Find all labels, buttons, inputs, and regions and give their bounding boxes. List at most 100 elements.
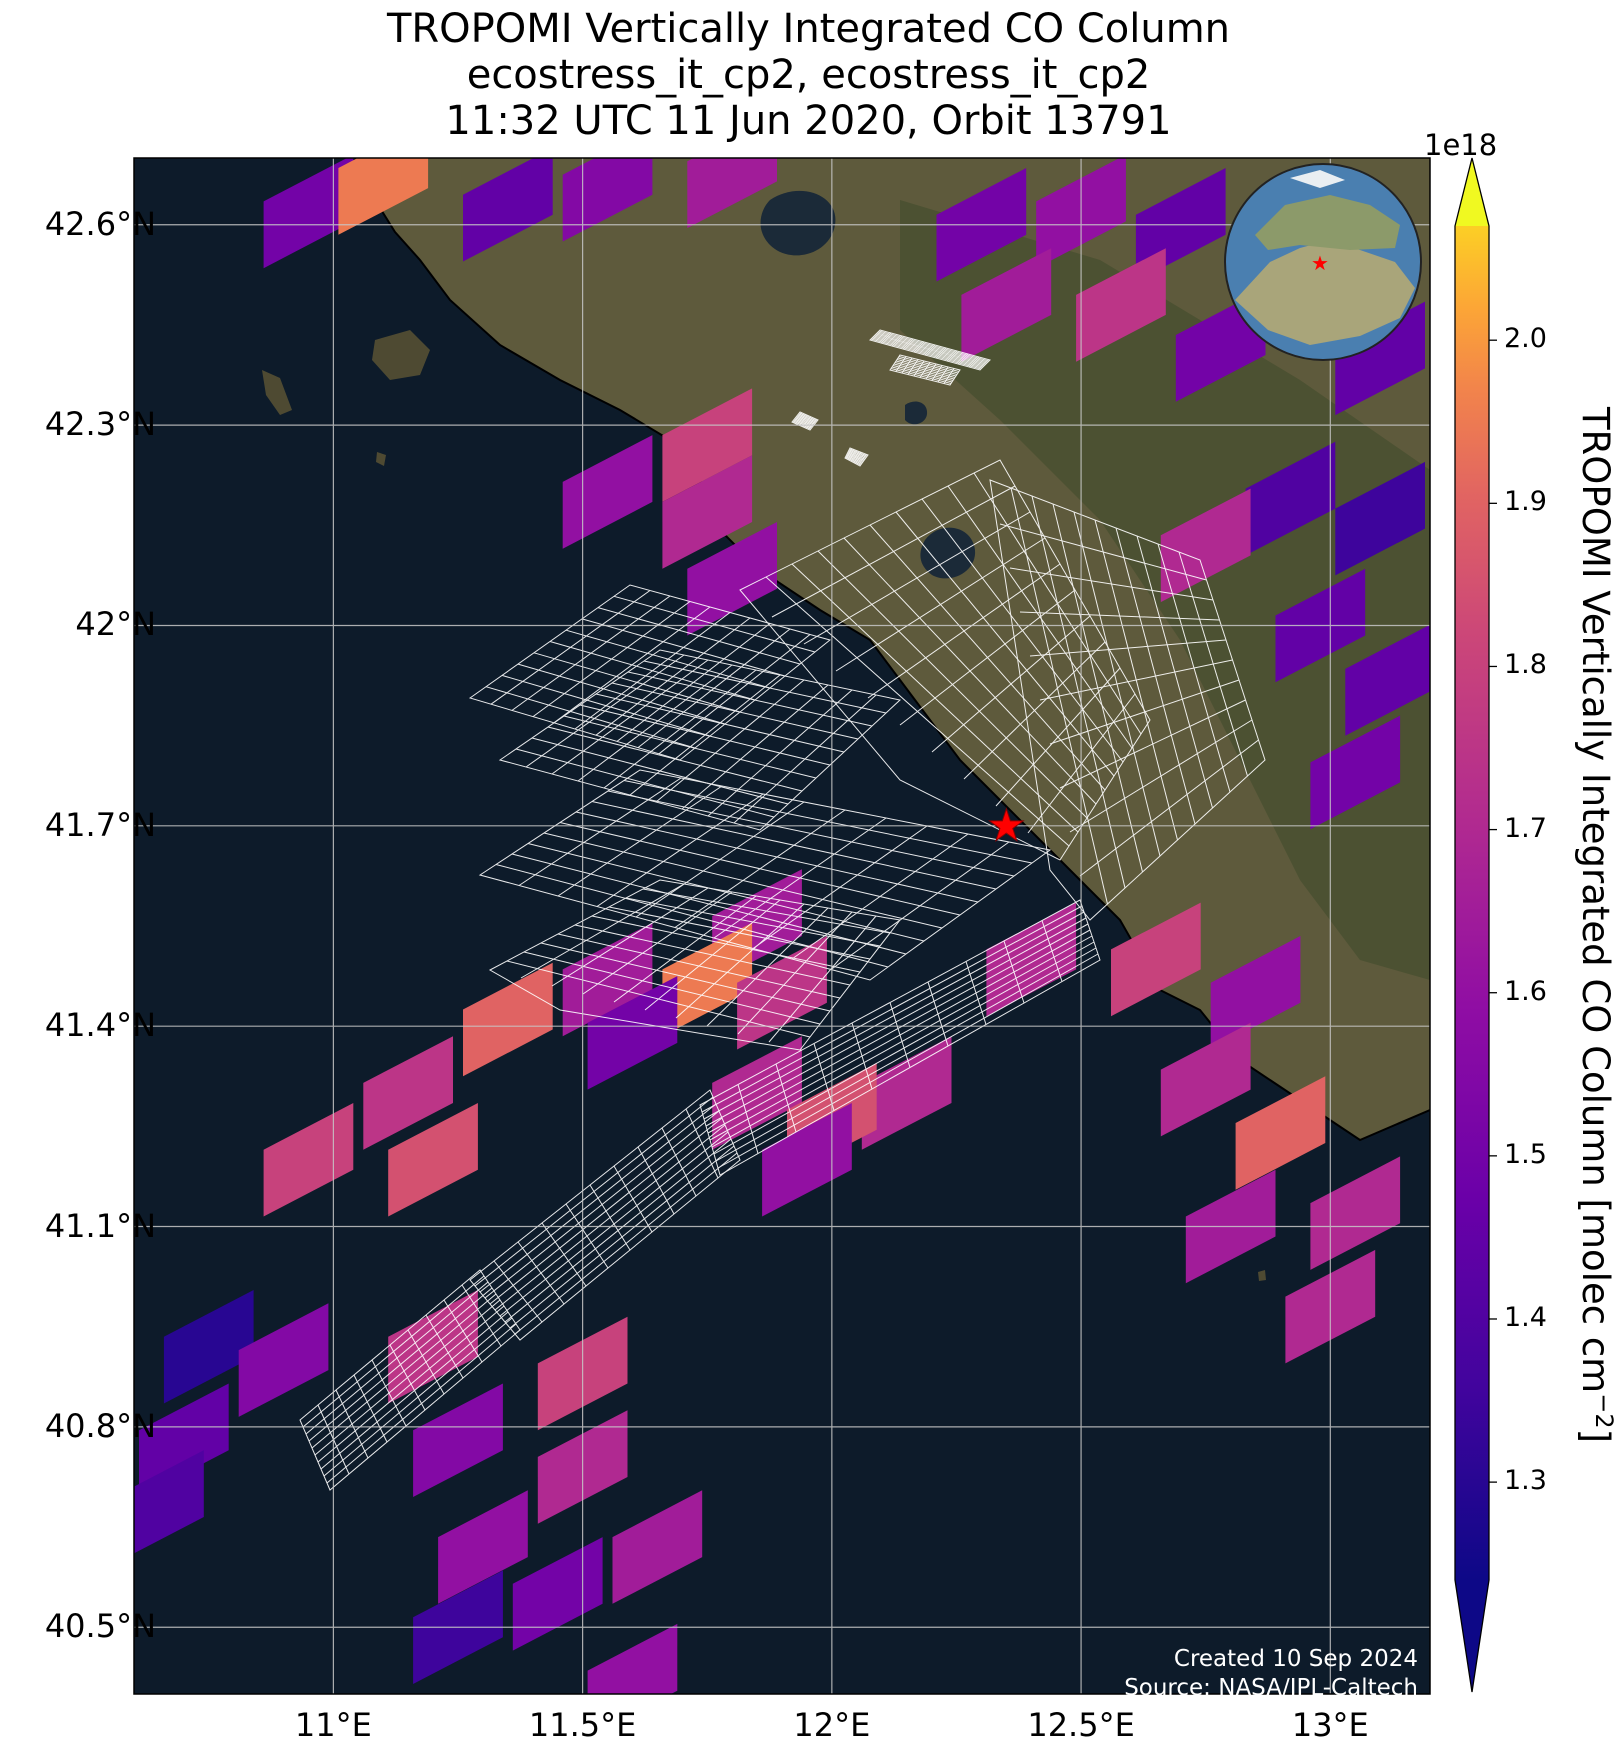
co-cell-21 — [1310, 715, 1401, 830]
swath-gridline — [707, 689, 853, 817]
colorbar-extend-bottom — [1455, 1580, 1489, 1692]
colorbar-ticks — [1489, 339, 1497, 1483]
co-cell-40 — [861, 1036, 952, 1150]
swath-gridline — [629, 674, 781, 796]
lat-tick-label: 41.7°N — [44, 805, 156, 844]
swath-gridline — [768, 915, 877, 1043]
swath-gridline — [1069, 719, 1253, 833]
swath-gridline — [845, 455, 862, 465]
swath-gridline — [892, 365, 954, 381]
swath-gridline — [616, 623, 771, 742]
colorbar-label-superscript: −2 — [1590, 1393, 1617, 1429]
co-cell-12 — [662, 388, 753, 502]
swath-gridline — [461, 1284, 502, 1347]
lon-tick-label: 12.5°E — [1027, 1706, 1135, 1744]
co-cell-52 — [512, 1537, 603, 1651]
colorbar-tick-label: 1.4 — [1504, 1301, 1547, 1333]
colorbar-label: TROPOMI Vertically Integrated CO Column … — [1574, 407, 1617, 1443]
swath-gridline — [893, 363, 955, 380]
co-cell-25 — [562, 922, 653, 1037]
swath-gridline — [644, 899, 781, 1011]
swath-gridline — [713, 941, 1095, 1155]
co-cell-2 — [463, 158, 553, 262]
co-cell-29 — [363, 1036, 453, 1150]
swath-gridline — [658, 634, 811, 755]
swath-gridline — [858, 454, 867, 466]
gridlines — [134, 158, 1430, 1694]
swath-gridline — [927, 981, 949, 1047]
co-cell-46 — [134, 1450, 204, 1554]
swath-gridline — [595, 617, 751, 736]
co-cell-31 — [388, 1103, 478, 1217]
co-cell-42 — [762, 1103, 852, 1217]
colorbar-tick-label: 1.8 — [1504, 649, 1547, 681]
co-cell-51 — [438, 1490, 528, 1604]
swath-gridline — [643, 660, 887, 714]
swath-gridline — [891, 366, 953, 383]
swath-gridline — [595, 693, 845, 753]
swath-gridline — [807, 418, 817, 430]
ecostress-scene-2 — [498, 649, 902, 831]
swath-gridline — [565, 629, 771, 689]
map-title: TROPOMI Vertically Integrated CO Column — [386, 6, 1231, 52]
colorbar-frame — [1454, 157, 1490, 1693]
co-cell-45 — [139, 1383, 229, 1497]
swath-gridline — [890, 368, 952, 384]
swath-gridline — [499, 1131, 729, 1317]
co-cell-33 — [1111, 902, 1201, 1017]
ecostress-pixel-grid — [302, 330, 1259, 1484]
lon-tick-label: 12°E — [793, 1706, 871, 1744]
credit-source: Source: NASA/JPL-Caltech — [1124, 1675, 1418, 1701]
lat-tick-label: 42°N — [75, 605, 156, 644]
swath-gridline — [791, 833, 969, 960]
swath-gridline — [968, 356, 980, 368]
lat-tick-label: 41.1°N — [44, 1206, 156, 1245]
ecostress-scene-11 — [889, 354, 961, 386]
lon-tick-label: 11.5°E — [528, 1706, 637, 1744]
swath-gridline — [931, 365, 943, 381]
swath-gridline — [871, 337, 983, 369]
swath-gridline — [937, 366, 949, 383]
swath-gridline — [407, 1329, 445, 1395]
inset-globe-land — [1235, 240, 1415, 345]
swath-gridline — [931, 615, 1091, 753]
lat-tick-label: 40.8°N — [44, 1406, 156, 1445]
swath-gridline — [894, 362, 956, 378]
swath-gridline — [1003, 940, 1025, 1004]
co-cell-30 — [263, 1103, 354, 1217]
swath-gridline — [443, 1299, 483, 1363]
swath-gridline — [1079, 739, 1259, 877]
co-cell-8 — [961, 248, 1052, 362]
swath-gridline — [509, 1145, 735, 1329]
inset-globe-ice — [1290, 170, 1345, 188]
colorbar-tick-label: 1.5 — [1504, 1138, 1547, 1170]
credit-created: Created 10 Sep 2024 — [1173, 1646, 1418, 1672]
swath-gridline — [661, 1127, 697, 1197]
swath-gridline — [675, 903, 805, 1019]
lat-tick-label: 41.4°N — [44, 1006, 156, 1045]
swath-gridline — [872, 336, 984, 368]
co-cell-36 — [1235, 1076, 1326, 1190]
swath-gridline — [1041, 920, 1063, 982]
co-cell-55 — [587, 1623, 678, 1694]
swath-gridline — [995, 667, 1121, 807]
swath-gridline — [899, 589, 1076, 726]
swath-gridline — [921, 498, 1124, 763]
co-cell-14 — [562, 435, 653, 549]
island-ventotene — [1258, 1270, 1266, 1281]
colorbar-tick-label: 1.7 — [1504, 812, 1547, 844]
co-cell-54 — [612, 1490, 703, 1604]
colorbar-tick-label: 1.9 — [1504, 486, 1547, 518]
co-cell-37 — [1310, 1156, 1401, 1270]
swath-gridline — [425, 1314, 464, 1379]
colorbar-tick-label: 1.3 — [1504, 1465, 1547, 1497]
co-cell-16 — [1245, 441, 1336, 556]
colorbar-label-text: TROPOMI Vertically Integrated CO Column … — [1573, 406, 1617, 1394]
swath-gridline — [873, 335, 985, 367]
swath-gridline — [870, 338, 982, 370]
swath-gridline — [637, 628, 791, 748]
inset-globe-star: ★ — [1311, 251, 1329, 275]
swath-gridline — [674, 809, 846, 928]
